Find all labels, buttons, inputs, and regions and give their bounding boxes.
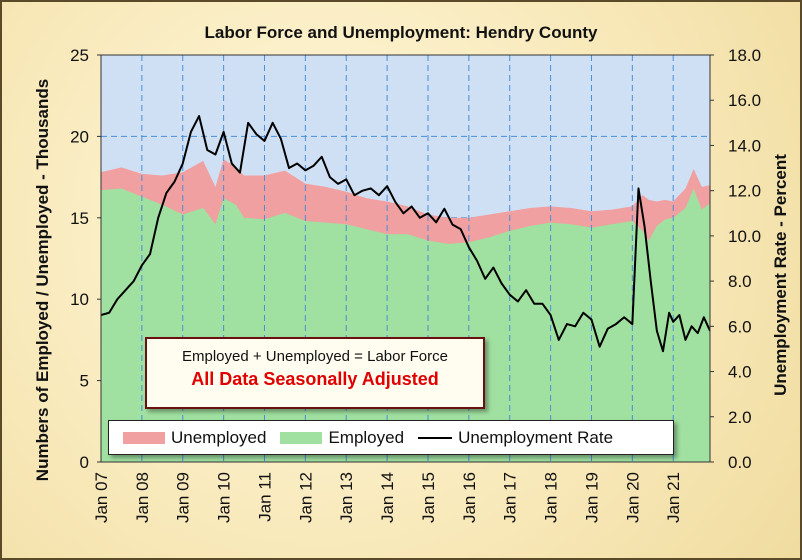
x-tick-label: Jan 16 (460, 472, 479, 523)
legend: Unemployed Employed Unemployment Rate (108, 420, 674, 455)
employed-swatch (280, 431, 323, 444)
legend-employed: Employed (280, 428, 404, 448)
right-tick-label: 10.0 (728, 227, 761, 246)
left-axis-label: Numbers of Employed / Unemployed - Thous… (33, 79, 52, 481)
left-tick-label: 25 (70, 46, 89, 65)
legend-rate-label: Unemployment Rate (458, 427, 614, 447)
right-tick-label: 18.0 (728, 46, 761, 65)
x-tick-label: Jan 11 (255, 472, 274, 522)
legend-employed-label: Employed (328, 427, 405, 447)
x-tick-label: Jan 18 (542, 472, 561, 523)
right-tick-label: 6.0 (728, 317, 752, 336)
right-tick-label: 4.0 (728, 363, 752, 382)
left-tick-label: 0 (80, 453, 89, 472)
right-tick-label: 2.0 (728, 408, 752, 427)
axes: 0 5 10 15 20 25 0.0 2.0 4.0 6.0 8.0 10.0 12.0 14.0 16.… (70, 46, 761, 523)
right-tick-label: 8.0 (728, 272, 752, 291)
left-tick-label: 10 (70, 290, 89, 309)
note-seasonally-adjusted: All Data Seasonally Adjusted (191, 369, 439, 389)
legend-rate: Unemployment Rate (418, 428, 613, 448)
right-axis-label: Unemployment Rate - Percent (771, 154, 790, 396)
unemployed-swatch (123, 431, 165, 444)
x-tick-label: Jan 12 (296, 472, 315, 523)
x-tick-label: Jan 09 (174, 472, 193, 523)
x-tick-label: Jan 20 (623, 472, 642, 523)
right-tick-label: 16.0 (728, 91, 761, 110)
x-tick-label: Jan 17 (501, 472, 520, 523)
left-tick-label: 15 (70, 209, 89, 228)
unemployment-rate-line (101, 115, 710, 353)
left-tick-label: 5 (80, 372, 89, 391)
chart-title: Labor Force and Unemployment: Hendry Cou… (205, 23, 598, 42)
x-tick-label: Jan 07 (92, 472, 111, 523)
x-tick-label: Jan 08 (133, 472, 152, 523)
left-tick-label: 20 (70, 127, 89, 146)
legend-unemployed-label: Unemployed (171, 427, 267, 447)
rate-swatch (418, 436, 453, 439)
right-tick-label: 14.0 (728, 136, 761, 155)
x-tick-label: Jan 19 (582, 472, 601, 523)
x-tick-label: Jan 21 (664, 472, 683, 523)
note-labor-force: Employed + Unemployed = Labor Force (182, 348, 448, 365)
legend-unemployed: Unemployed (123, 428, 266, 448)
x-tick-label: Jan 10 (215, 472, 234, 523)
x-tick-label: Jan 13 (337, 472, 356, 523)
note-box: Employed + Unemployed = Labor Force All … (145, 337, 485, 409)
right-tick-label: 12.0 (728, 182, 761, 201)
vertical-grid-lines (141, 55, 674, 462)
plot-border (100, 54, 711, 463)
right-tick-label: 0.0 (728, 453, 752, 472)
x-tick-label: Jan 14 (378, 472, 397, 523)
x-tick-label: Jan 15 (419, 472, 438, 523)
